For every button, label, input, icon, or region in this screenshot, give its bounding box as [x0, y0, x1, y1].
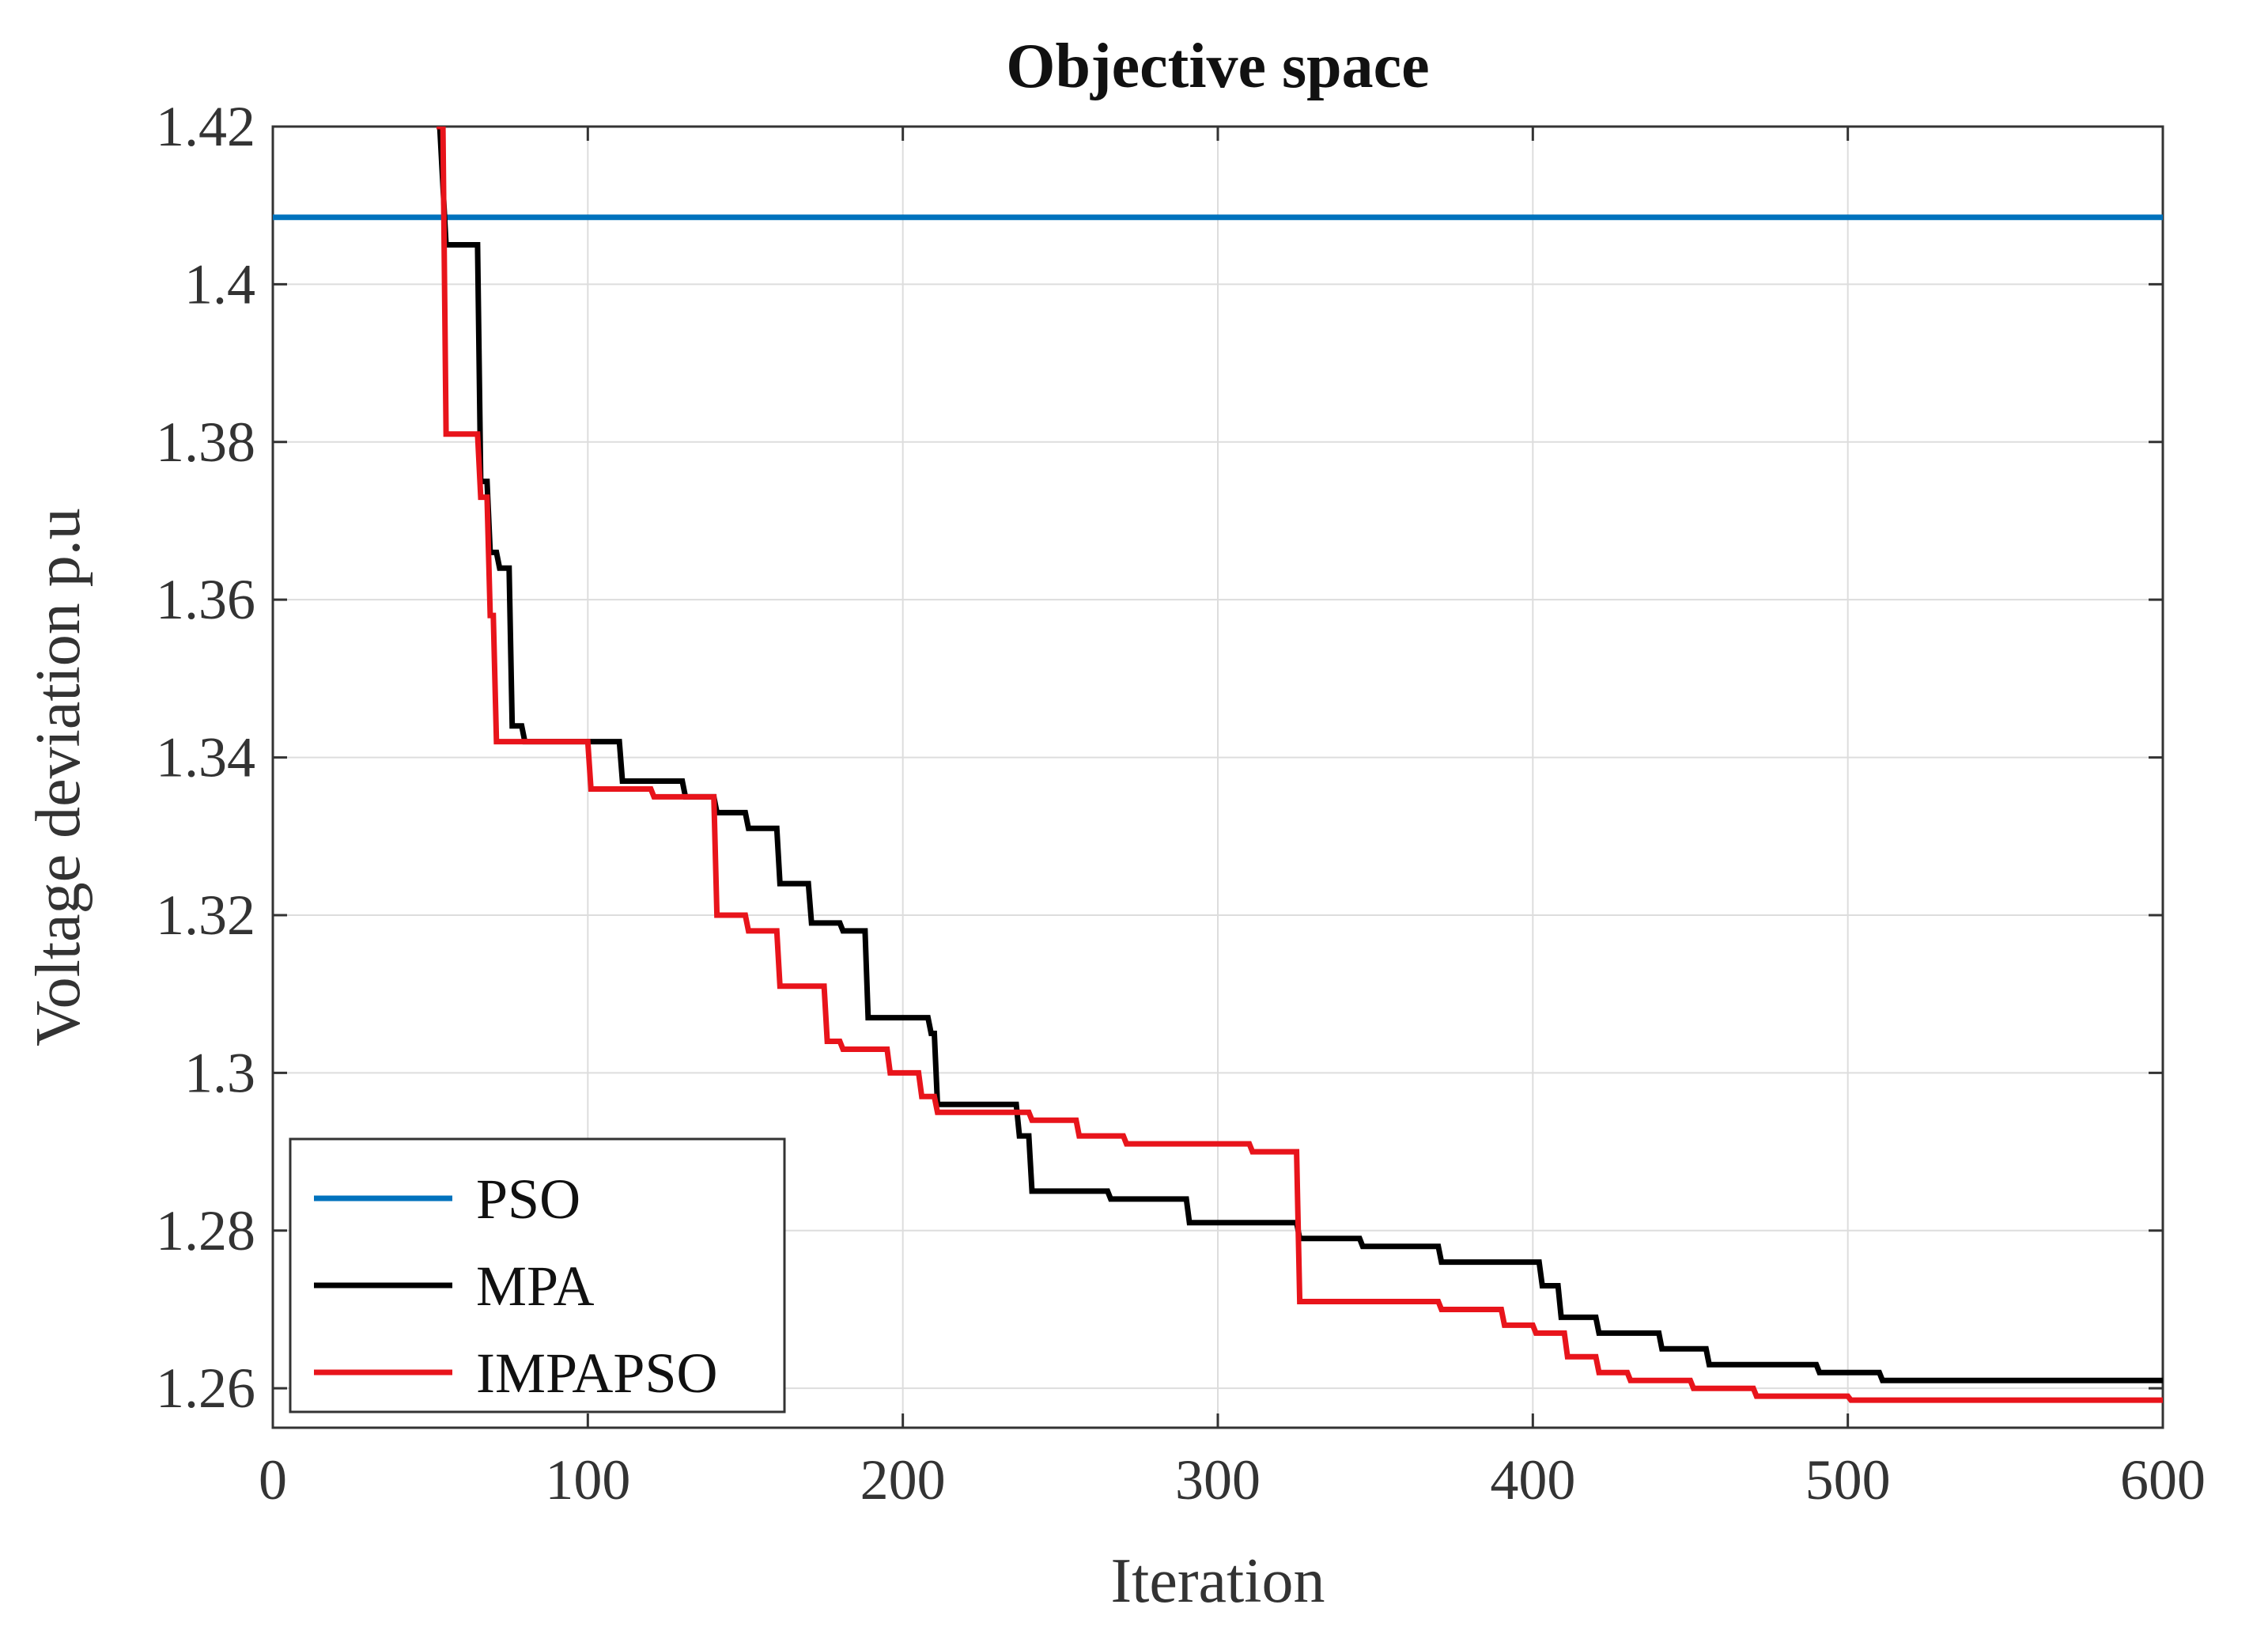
legend-label-mpa: MPA — [476, 1254, 594, 1318]
y-tick-label: 1.26 — [156, 1357, 255, 1420]
x-tick-label: 400 — [1490, 1448, 1575, 1512]
x-tick-label: 600 — [2120, 1448, 2206, 1512]
x-tick-label: 200 — [860, 1448, 946, 1512]
x-tick-label: 300 — [1175, 1448, 1261, 1512]
series-line-impapso — [437, 127, 2163, 1403]
y-tick-label: 1.38 — [156, 411, 255, 474]
x-axis-label: Iteration — [1111, 1546, 1325, 1616]
axis-ticks: 0 100 200 300 400 500 600 1.26 1.28 1.3 1.32 1.34 1.… — [156, 95, 2206, 1512]
series-layer — [273, 127, 2163, 1403]
y-tick-label: 1.36 — [156, 568, 255, 631]
y-tick-label: 1.3 — [184, 1041, 255, 1104]
legend-label-pso: PSO — [476, 1167, 580, 1231]
y-tick-label: 1.42 — [156, 95, 255, 158]
y-tick-label: 1.4 — [184, 252, 255, 316]
legend: PSO MPA IMPAPSO — [289, 1137, 786, 1413]
x-tick-label: 500 — [1805, 1448, 1891, 1512]
y-axis-label: Voltage deviation p.u — [24, 508, 93, 1046]
legend-label-impapso: IMPAPSO — [476, 1342, 718, 1405]
x-tick-label: 0 — [259, 1448, 287, 1512]
chart-title: Objective space — [1006, 32, 1429, 101]
y-tick-label: 1.34 — [156, 726, 255, 789]
series-line-mpa — [437, 127, 2163, 1383]
legend-box — [289, 1137, 786, 1413]
y-tick-label: 1.32 — [156, 884, 255, 947]
x-tick-label: 100 — [545, 1448, 630, 1512]
y-tick-label: 1.28 — [156, 1199, 255, 1262]
